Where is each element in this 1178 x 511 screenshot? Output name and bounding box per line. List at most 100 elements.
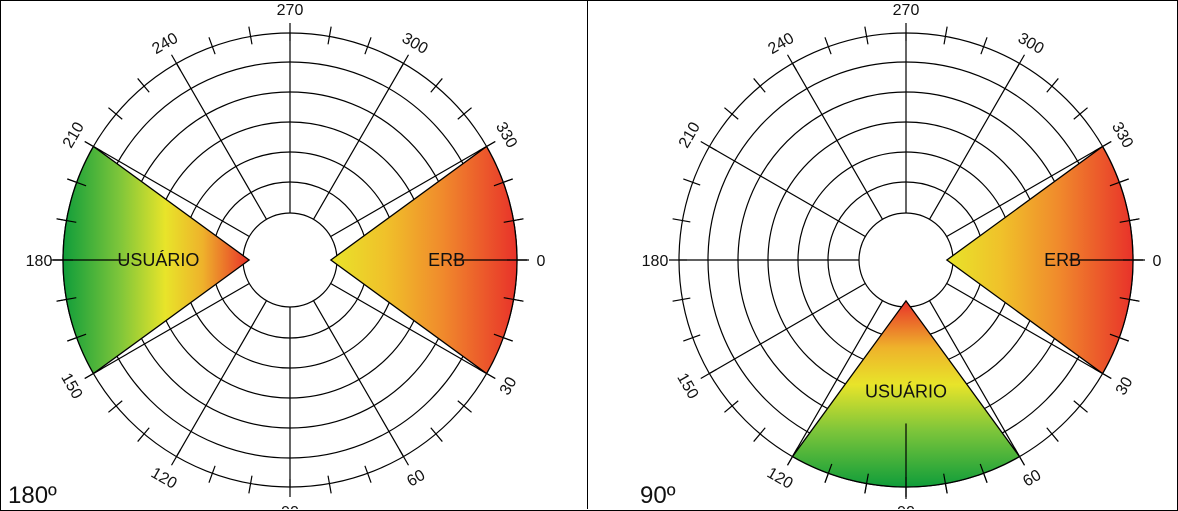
scale-tick: [979, 463, 988, 483]
scale-tick: [208, 37, 216, 55]
scale-tick: [1109, 333, 1129, 342]
scale-tick: [503, 218, 524, 223]
grid-spoke: [93, 145, 250, 238]
grid-spoke: [312, 63, 405, 220]
polar-panel-right: ERB USUÁRIO 0 30 60 90 120 150 180 210 240 270 300 33…: [588, 0, 1176, 509]
scale-tick: [248, 26, 253, 45]
degree-label: 240: [149, 30, 181, 58]
scale-tick: [430, 427, 443, 442]
scale-tick: [824, 463, 833, 483]
caption-left: 180º: [8, 482, 57, 509]
scale-tick: [1073, 400, 1088, 413]
grid-spoke: [928, 63, 1021, 220]
degree-label: 300: [399, 30, 431, 58]
degree-label: 90: [281, 504, 299, 509]
grid-spoke: [93, 282, 250, 375]
grid-spoke: [791, 300, 884, 457]
grid-spoke: [709, 145, 866, 238]
scale-tick: [364, 37, 372, 55]
scale-tick: [56, 297, 77, 302]
hub-circle: [242, 212, 338, 308]
scale-tick: [493, 178, 513, 187]
grid-spoke: [946, 282, 1103, 375]
polar-panel-left: ERB USUÁRIO 0 30 60 90 120 150 180 210 240 270 300 33…: [0, 0, 588, 509]
degree-label: 60: [1020, 467, 1044, 491]
degree-label: 30: [1113, 374, 1137, 398]
scale-tick: [753, 78, 766, 93]
degree-label: 30: [497, 374, 521, 398]
scale-tick: [398, 54, 410, 71]
grid-spoke: [709, 282, 866, 375]
scale-tick: [457, 400, 472, 413]
scale-tick: [137, 78, 150, 93]
polar-diagram-left: ERB USUÁRIO 0 30 60 90 120 150 180 210 240 270 300 33…: [26, 2, 546, 509]
scale-tick: [364, 465, 372, 483]
scale-tick: [672, 218, 691, 223]
scale-tick: [208, 465, 216, 483]
degree-label: 90: [897, 504, 915, 509]
degree-label: 180: [642, 253, 669, 270]
sector-label: USUÁRIO: [117, 250, 199, 270]
scale-tick: [724, 400, 739, 413]
scale-tick: [108, 107, 123, 120]
degree-label: 150: [673, 370, 701, 402]
scale-tick: [786, 447, 799, 466]
scale-tick: [1013, 447, 1026, 466]
scale-tick: [84, 367, 103, 380]
grid-spoke: [330, 145, 487, 238]
scale-tick: [943, 473, 948, 494]
degree-label: 240: [765, 30, 797, 58]
scale-tick: [84, 140, 103, 153]
scale-tick: [327, 475, 332, 494]
scale-tick: [1119, 218, 1140, 223]
scale-tick: [67, 178, 87, 187]
grid-spoke: [175, 63, 268, 220]
degree-label: 210: [60, 119, 88, 151]
grid-spoke: [330, 282, 487, 375]
scale-tick: [108, 400, 123, 413]
degree-label: 270: [893, 2, 920, 19]
scale-tick: [398, 449, 410, 466]
scale-tick: [1119, 297, 1140, 302]
degree-label: 300: [1015, 30, 1047, 58]
grid-spoke: [946, 145, 1103, 238]
scale-tick: [864, 26, 869, 45]
hub-circle: [858, 212, 954, 308]
scale-tick: [170, 54, 182, 71]
scale-tick: [493, 333, 513, 342]
scale-tick: [864, 473, 869, 494]
degree-label: 210: [676, 119, 704, 151]
scale-tick: [672, 297, 691, 302]
degree-label: 120: [764, 465, 796, 493]
scale-tick: [477, 140, 496, 153]
grid-spoke: [928, 300, 1021, 457]
caption-right: 90º: [640, 482, 676, 509]
polar-diagram-right: ERB USUÁRIO 0 30 60 90 120 150 180 210 240 270 300 33…: [642, 2, 1162, 509]
scale-tick: [1046, 427, 1059, 442]
degree-label: 270: [277, 2, 304, 19]
degree-label: 180: [26, 253, 53, 270]
scale-tick: [824, 37, 832, 55]
scale-tick: [477, 367, 496, 380]
scale-tick: [503, 297, 524, 302]
scale-tick: [248, 475, 253, 494]
grid-spoke: [312, 300, 405, 457]
sector-label: USUÁRIO: [865, 382, 947, 402]
grid-spoke: [791, 63, 884, 220]
scale-tick: [683, 334, 701, 342]
degree-label: 0: [1153, 253, 1162, 270]
degree-label: 150: [57, 370, 85, 402]
degree-label: 330: [1108, 119, 1136, 151]
sector-label: ERB: [428, 250, 465, 270]
scale-tick: [786, 54, 798, 71]
scale-tick: [1093, 140, 1112, 153]
degree-label: 330: [492, 119, 520, 151]
scale-tick: [700, 140, 717, 152]
degree-label: 0: [537, 253, 546, 270]
degree-label: 60: [404, 467, 428, 491]
scale-tick: [327, 26, 332, 45]
scale-tick: [67, 333, 87, 342]
sector-label: ERB: [1044, 250, 1081, 270]
scale-tick: [1073, 107, 1088, 120]
scale-tick: [683, 178, 701, 186]
